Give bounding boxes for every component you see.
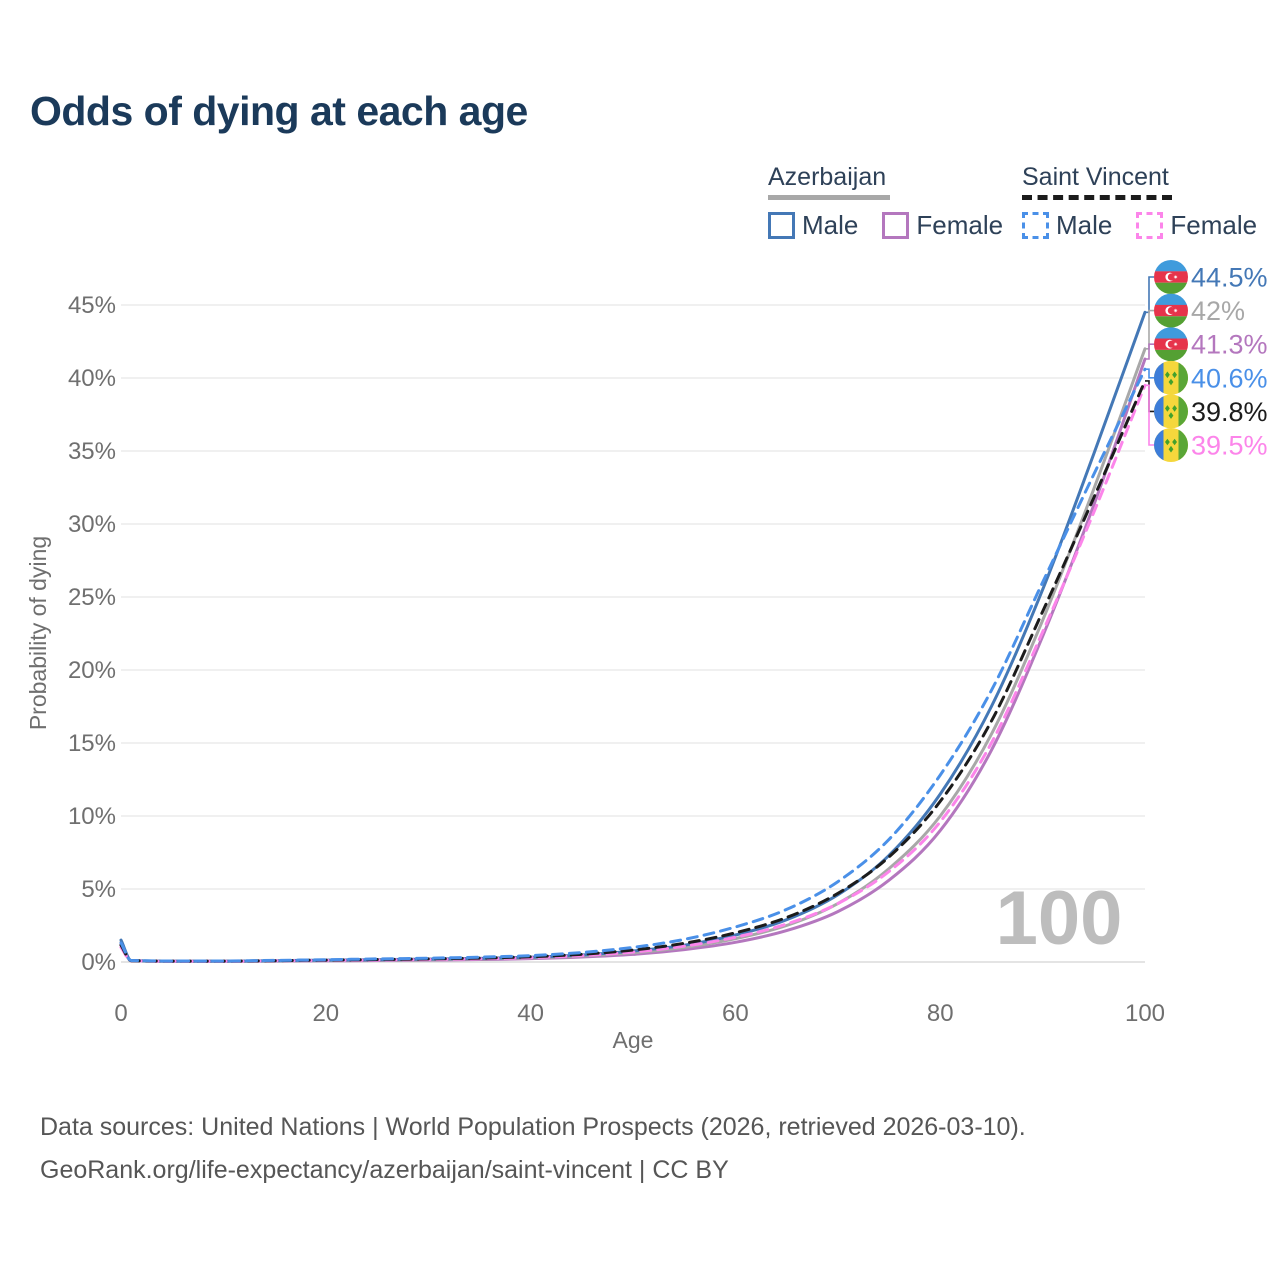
legend-item-saint-vincent-female[interactable]: Female: [1136, 210, 1257, 241]
x-tick-label: 40: [517, 1000, 544, 1027]
y-tick-label: 15%: [68, 730, 116, 757]
end-label-connector: [1145, 368, 1154, 379]
x-tick-label: 100: [1125, 1000, 1165, 1027]
legend-item-azerbaijan-female[interactable]: Female: [882, 210, 1003, 241]
saint-vincent-female-checkbox[interactable]: [1136, 212, 1164, 239]
x-tick-label: 60: [722, 1000, 749, 1027]
legend-title-saint-vincent: Saint Vincent: [1022, 163, 1169, 191]
curve-sv-male: [119, 367, 1147, 963]
end-label-connector: [1145, 384, 1154, 446]
saint-vincent-flag-icon: [1154, 361, 1188, 395]
azerbaijan-female-checkbox[interactable]: [882, 212, 910, 239]
legend-label: Female: [1170, 210, 1258, 240]
y-tick-label: 45%: [68, 292, 116, 319]
x-axis-title: Age: [613, 1027, 654, 1053]
y-tick-label: 35%: [68, 438, 116, 465]
x-axis-tick-labels: 0 20 40 60 80 100: [114, 1000, 1165, 1027]
end-label-connector: [1145, 309, 1154, 350]
attribution-line: GeoRank.org/life-expectancy/azerbaijan/s…: [40, 1156, 729, 1184]
end-value-label-sv-both: 39.8%: [1191, 397, 1268, 427]
y-tick-label: 10%: [68, 803, 116, 830]
saint-vincent-flag-icon: [1154, 428, 1188, 462]
azerbaijan-flag-icon: [1154, 294, 1188, 328]
saint-vincent-male-checkbox[interactable]: [1022, 212, 1049, 239]
x-tick-label: 0: [114, 1000, 127, 1027]
legend-group-saint-vincent: Saint Vincent Male Female: [1022, 163, 1257, 241]
saint-vincent-flag-icon: [1154, 394, 1188, 428]
series-end-labels: 44.5%42% 41.3%40.6% 39.8% 39.5%: [1145, 260, 1268, 462]
hover-age-watermark: 100: [996, 876, 1123, 961]
x-tick-label: 20: [312, 1000, 339, 1027]
azerbaijan-flag-icon: [1154, 260, 1188, 294]
legend-linestyle-azerbaijan: [768, 195, 890, 200]
y-axis-title: Probability of dying: [25, 536, 51, 730]
footer: Data sources: United Nations | World Pop…: [40, 1106, 1026, 1192]
y-tick-label: 40%: [68, 365, 116, 392]
gridlines: [121, 304, 1145, 963]
end-value-label-az-both: 42%: [1191, 296, 1245, 326]
curve-az-male: [119, 310, 1147, 963]
data-sources-line: Data sources: United Nations | World Pop…: [40, 1113, 1026, 1141]
azerbaijan-flag-icon: [1154, 327, 1188, 361]
end-label-connector: [1145, 276, 1154, 314]
legend-label: Female: [916, 210, 1004, 240]
series-curves: [119, 310, 1147, 963]
y-tick-label: 5%: [81, 876, 116, 903]
curve-az-female: [119, 357, 1147, 963]
curve-sv-female: [119, 383, 1147, 963]
legend-item-saint-vincent-male[interactable]: Male: [1022, 210, 1112, 241]
y-tick-label: 30%: [68, 511, 116, 538]
y-axis-tick-labels: 0% 5% 10% 15% 20% 25% 30% 35% 40% 45%: [68, 292, 116, 976]
page-title: Odds of dying at each age: [30, 88, 528, 134]
y-tick-label: 25%: [68, 584, 116, 611]
x-tick-label: 80: [927, 1000, 954, 1027]
legend-title-azerbaijan: Azerbaijan: [768, 163, 887, 191]
curve-az-both: [119, 347, 1147, 963]
curve-sv-both: [119, 379, 1147, 963]
legend-item-azerbaijan-male[interactable]: Male: [768, 210, 858, 241]
legend-label: Male: [802, 210, 859, 240]
y-tick-label: 20%: [68, 657, 116, 684]
y-tick-label: 0%: [81, 949, 116, 976]
legend-group-azerbaijan: Azerbaijan Male Female: [768, 163, 1003, 241]
end-value-label-az-male: 44.5%: [1191, 263, 1268, 293]
end-value-label-sv-male: 40.6%: [1191, 363, 1268, 393]
end-label-connector: [1145, 343, 1154, 360]
end-value-label-az-female: 41.3%: [1191, 330, 1268, 360]
legend-label: Male: [1056, 210, 1113, 240]
legend-linestyle-saint-vincent: [1022, 195, 1172, 200]
end-value-label-sv-female: 39.5%: [1191, 431, 1268, 461]
azerbaijan-male-checkbox[interactable]: [768, 212, 795, 239]
